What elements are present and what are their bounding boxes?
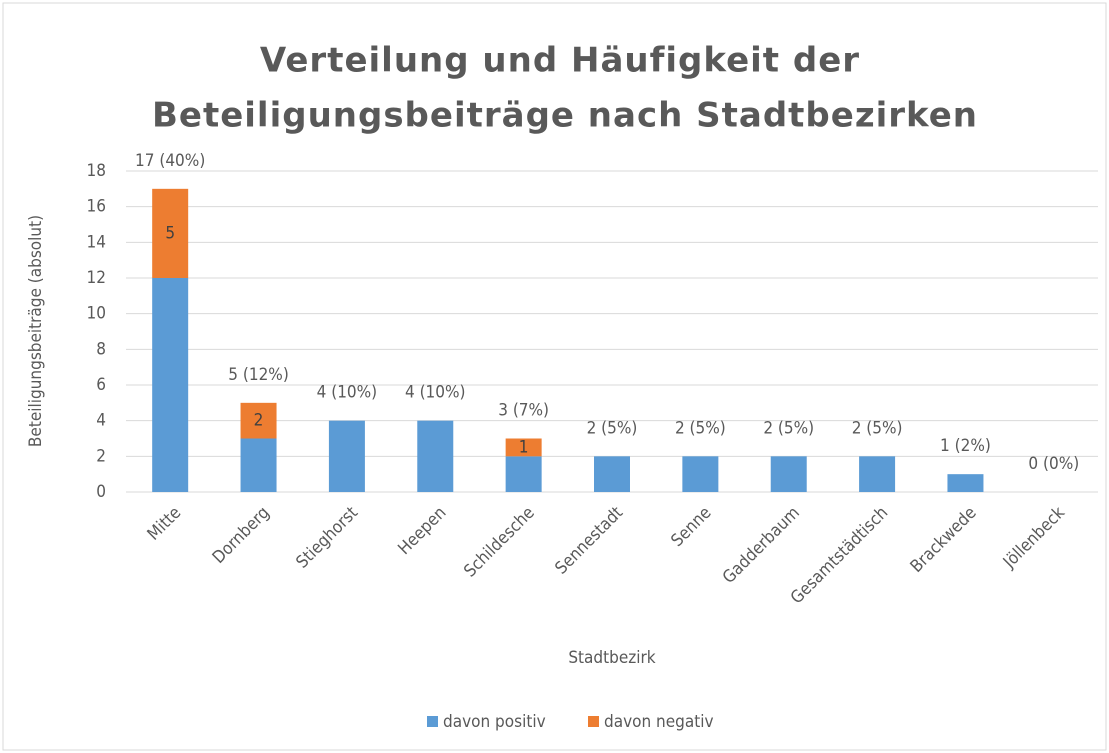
bar-segment (947, 474, 984, 492)
legend-label: davon positiv (443, 712, 546, 732)
bar-segment (594, 456, 630, 492)
total-label: 5 (12%) (228, 365, 289, 385)
y-tick-label: 18 (87, 161, 106, 181)
total-label: 2 (5%) (587, 418, 638, 438)
y-tick-label: 14 (87, 232, 106, 252)
bar-segment (240, 402, 277, 439)
total-label: 4 (10%) (317, 383, 378, 403)
bar-segment (417, 420, 454, 492)
bar-segment (859, 456, 896, 492)
chart-title: Verteilung und Häufigkeit der (260, 41, 860, 81)
y-tick-label: 4 (96, 411, 106, 431)
total-label: 2 (5%) (763, 418, 814, 438)
y-tick-label: 0 (96, 482, 106, 502)
chart-title: Beteiligungsbeiträge nach Stadtbezirken (152, 96, 978, 136)
y-tick-label: 16 (87, 197, 106, 217)
y-tick-label: 6 (96, 375, 106, 395)
data-label: 2 (254, 411, 264, 431)
legend-swatch (588, 716, 599, 727)
y-tick-label: 8 (96, 339, 106, 359)
total-label: 17 (40%) (135, 151, 205, 171)
y-tick-label: 2 (96, 446, 106, 466)
bar-segment (328, 420, 365, 492)
y-tick-label: 10 (87, 304, 106, 324)
bar-segment (770, 456, 807, 492)
bar-segment (152, 278, 189, 492)
y-tick-label: 12 (87, 268, 106, 288)
total-label: 2 (5%) (675, 418, 726, 438)
bar-segment (152, 188, 189, 278)
data-label: 5 (165, 223, 175, 243)
legend-swatch (427, 716, 438, 727)
x-axis-label: Stadtbezirk (568, 648, 655, 668)
data-label: 1 (519, 437, 529, 457)
total-label: 1 (2%) (940, 436, 991, 456)
bar-segment (505, 456, 542, 492)
total-label: 3 (7%) (498, 401, 549, 421)
legend-label: davon negativ (604, 712, 714, 732)
bar-segment (682, 456, 719, 492)
bar-segment (505, 438, 542, 457)
total-label: 4 (10%) (405, 383, 466, 403)
y-axis-label: Beteiligungsbeiträge (absolut) (26, 215, 46, 447)
total-label: 0 (0%) (1028, 454, 1079, 474)
bar-segment (240, 438, 277, 492)
total-label: 2 (5%) (852, 418, 903, 438)
